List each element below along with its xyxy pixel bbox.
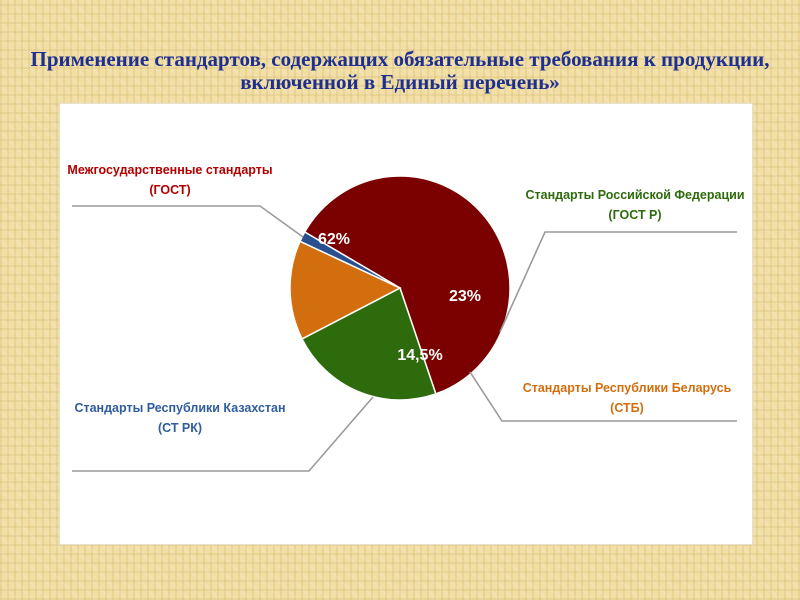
pie-slice (303, 175, 511, 395)
slice-name-line1: Стандарты Республики Казахстан (74, 401, 285, 415)
slide-title: Применение стандартов, содержащих обязат… (30, 47, 770, 94)
leader-line (72, 396, 374, 472)
slice-percent-label: 23% (449, 288, 481, 305)
leader-line (499, 231, 737, 333)
pie-chart: 62% 23% 14,5% Межгосударственные стандарты… (67, 163, 745, 472)
leader-line (72, 205, 304, 238)
slice-name-line2: (СТБ) (610, 401, 644, 415)
chart-panel: 62% 23% 14,5% Межгосударственные стандарты… (60, 104, 752, 544)
slice-name-line2: (ГОСТ) (149, 183, 190, 197)
slice-name-line2: (СТ РК) (158, 421, 202, 435)
pie-slices (289, 175, 511, 401)
slice-percent-label: 14,5% (397, 347, 442, 364)
slice-name-line1: Стандарты Республики Беларусь (523, 381, 732, 395)
slice-name-line1: Стандарты Российской Федерации (525, 188, 744, 202)
slice-percent-label: 62% (318, 231, 350, 248)
leader-line (469, 371, 737, 422)
percent-labels: 62% 23% 14,5% (318, 231, 481, 364)
slice-name-line1: Межгосударственные стандарты (67, 163, 272, 177)
slice-names: Межгосударственные стандарты (ГОСТ) Станда… (67, 163, 744, 435)
pie-slice (289, 240, 402, 340)
leader-lines (72, 205, 737, 472)
pie-slice (301, 286, 437, 401)
slice-name-line2: (ГОСТ Р) (608, 208, 661, 222)
